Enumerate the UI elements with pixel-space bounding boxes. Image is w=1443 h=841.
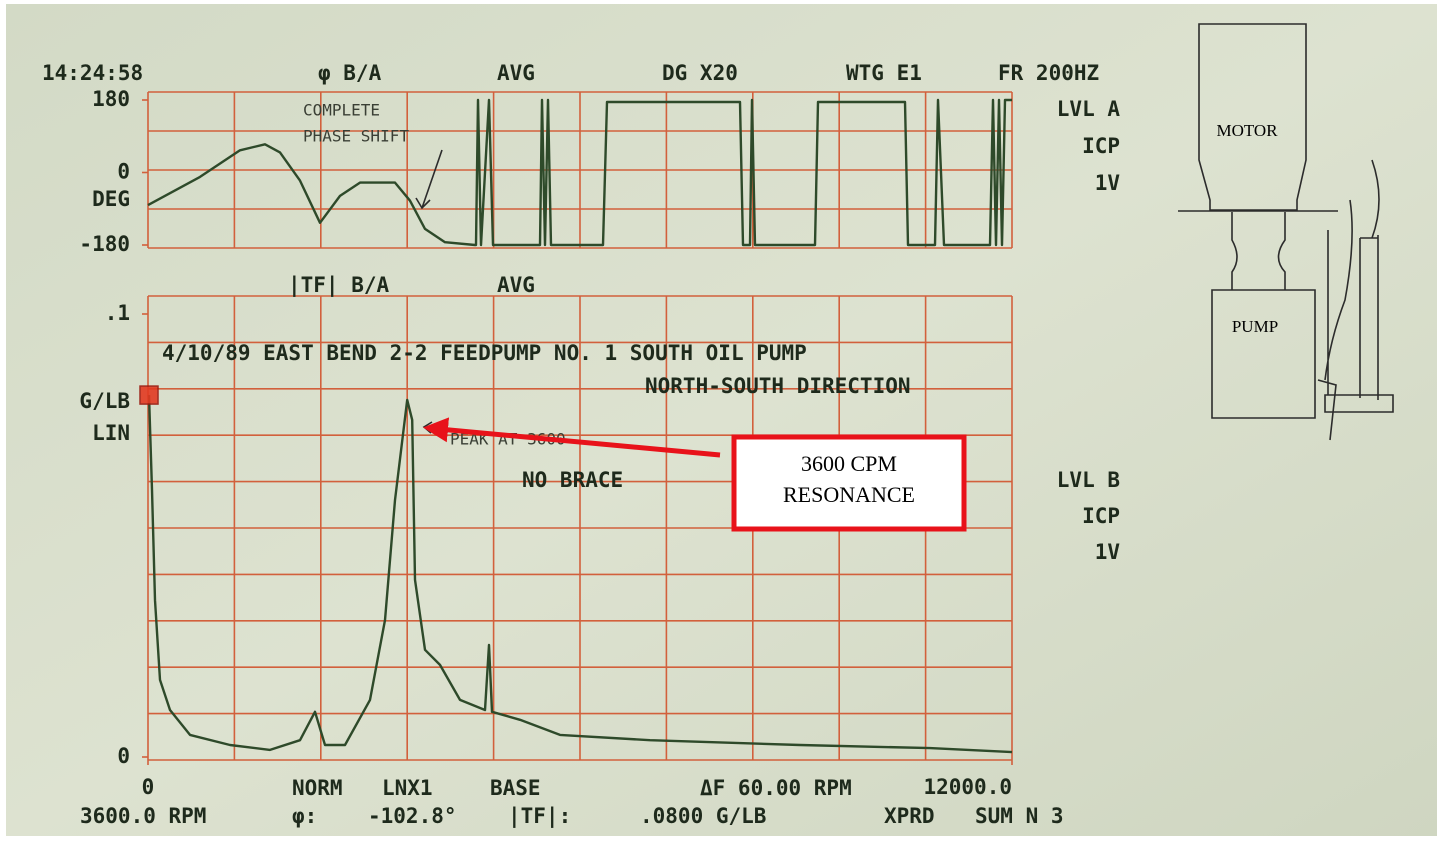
data-line [147,395,1013,754]
pipes [1317,159,1394,441]
readout: -102.8° [368,804,457,828]
y-tick-label: -180 [79,232,130,256]
x-tick-label: 0 [142,775,155,799]
pump-outline [1211,289,1316,419]
side-label: LVL A [1057,97,1121,121]
side-label: LVL B [1057,468,1120,492]
callout-text: RESONANCE [783,482,915,507]
pump-sketch: MOTOR PUMP [1178,23,1394,441]
side-label: ICP [1082,504,1120,528]
readout: SUM N 3 [975,804,1064,828]
y-tick-label: 0 [117,744,130,768]
side-label: 1V [1095,540,1121,564]
annotation: NO BRACE [522,468,623,492]
y-axis-label: DEG [92,187,130,211]
header-label: AVG [497,61,535,85]
pump-label: PUMP [1232,317,1278,336]
callout-text: 3600 CPM [801,451,897,476]
callout-arrow [423,417,721,458]
annotation: COMPLETE [303,101,380,120]
time: 14:24:58 [42,61,143,85]
side-label: 1V [1095,171,1121,195]
coupling [1231,212,1286,290]
y-axis-label: LIN [92,421,130,445]
data-line [147,98,1012,247]
readout: XPRD [884,804,935,828]
y-tick-label: .1 [105,301,130,325]
readout: φ: [292,804,317,828]
y-tick-label: 0 [117,160,130,184]
header-label: FR 200HZ [998,61,1099,85]
cursor-marker [139,385,159,405]
x-tick-label: 12000.0 [923,775,1012,799]
y-axis-label: G/LB [79,389,130,413]
header-label: DG X20 [662,61,738,85]
annotation-arrowhead [415,197,431,210]
header-label: WTG E1 [846,61,922,85]
subtitle: NORTH-SOUTH DIRECTION [645,374,911,398]
motor-label: MOTOR [1216,121,1278,140]
cursor-label: LNX1 [382,776,433,800]
annotation-arrow [421,149,443,209]
annotation: PHASE SHIFT [303,127,409,146]
resolution: ΔF 60.00 RPM [700,776,852,800]
callout-box [731,434,967,532]
readout: |TF|: [508,804,571,829]
readout: 3600.0 RPM [80,804,206,828]
readout: .0800 G/LB [640,804,766,828]
header-label: AVG [497,273,535,297]
title: 4/10/89 EAST BEND 2-2 FEEDPUMP NO. 1 SOU… [162,341,807,365]
cursor-label: NORM [292,776,343,800]
cursor-label: BASE [490,776,541,800]
grids [147,91,1013,761]
header-label: φ B/A [318,61,382,85]
header-label: |TF| B/A [288,273,390,298]
side-label: ICP [1082,134,1120,158]
motor-outline [1198,23,1307,211]
y-tick-label: 180 [92,87,130,111]
